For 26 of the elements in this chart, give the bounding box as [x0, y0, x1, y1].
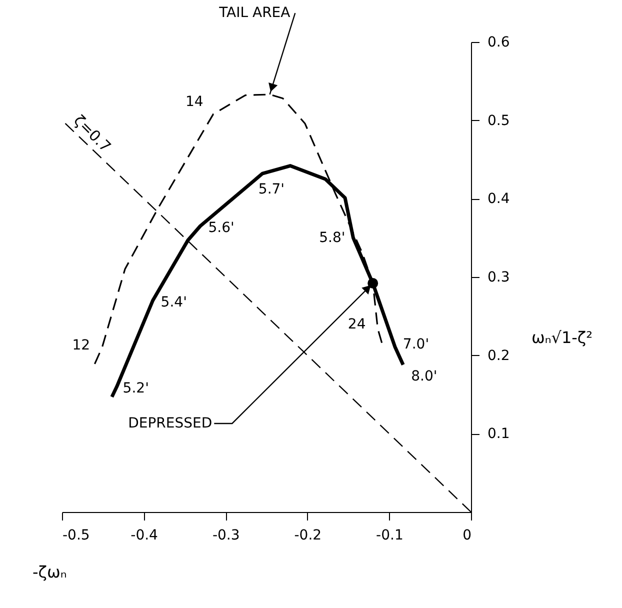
annotation: 7.0': [402, 336, 430, 353]
y-tick-label: 0.6: [488, 34, 510, 50]
x-tick-label: -0.2: [294, 528, 322, 544]
annotation: 24: [348, 316, 366, 333]
y-axis-title: ωₙ√1-ζ²: [532, 328, 593, 347]
annotation: 5.6': [208, 220, 234, 236]
annotation: 5.8': [319, 230, 346, 246]
annotation: 8.0': [411, 368, 438, 385]
x-tick-label: -0.5: [62, 528, 90, 544]
annotation: 12: [72, 338, 90, 354]
x-tick-label: -0.4: [130, 528, 158, 544]
y-tick-label: 0.1: [488, 426, 510, 442]
x-tick-label: -0.1: [376, 528, 404, 544]
y-tick-label: 0.5: [488, 112, 510, 129]
annotation: 5.4': [160, 294, 187, 310]
x-tick-label: 0: [462, 528, 472, 544]
y-tick-label: 0.4: [488, 191, 510, 208]
annotation: 5.7': [258, 182, 285, 198]
y-tick-label: 0.3: [488, 270, 510, 286]
annotation: DEPRESSED: [128, 415, 212, 432]
x-axis-title: -ζωₙ: [32, 562, 67, 582]
x-tick-label: -0.3: [212, 528, 240, 544]
annotation: 5.2': [122, 380, 149, 397]
annotation: TAIL AREA: [218, 5, 291, 22]
annotation: 14: [186, 94, 204, 110]
y-tick-label: 0.2: [488, 348, 510, 364]
